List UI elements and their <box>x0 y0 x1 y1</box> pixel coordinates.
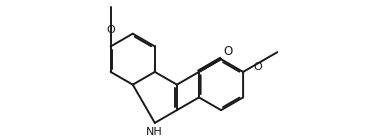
Text: NH: NH <box>146 127 163 137</box>
Text: O: O <box>253 62 262 72</box>
Text: O: O <box>223 45 232 58</box>
Text: O: O <box>106 25 115 35</box>
